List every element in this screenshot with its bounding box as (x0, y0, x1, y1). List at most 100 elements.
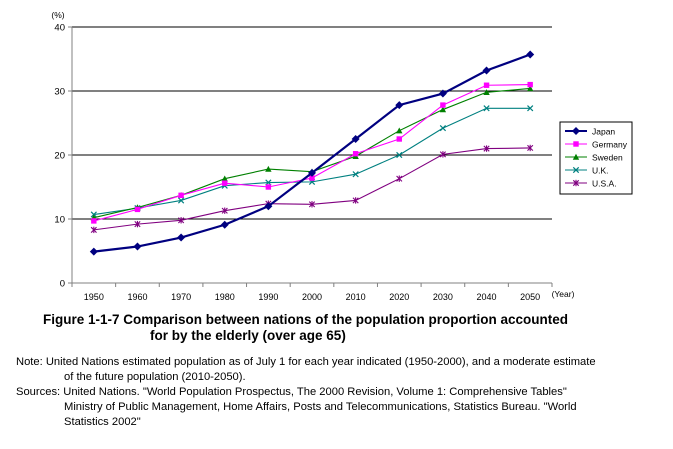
y-tick-label-20: 20 (54, 151, 65, 162)
point-u-k-1950-b (90, 211, 97, 218)
point-sweden-1990 (265, 165, 272, 172)
point-japan-2010 (351, 135, 360, 143)
point-sweden-2040 (483, 89, 490, 95)
series-line-germany (93, 84, 531, 222)
point-germany-1970 (178, 192, 184, 199)
sources-line-1: Sources: United Nations. "World Populati… (16, 386, 567, 398)
point-u-s-a-2040 (483, 145, 490, 152)
series-japan (89, 50, 535, 256)
point-japan-2040 (482, 66, 491, 75)
y-tick-label-40: 40 (54, 23, 65, 34)
legend-label-u-s-a: U.S.A. (592, 179, 617, 189)
point-japan-1980 (220, 220, 229, 229)
legend-marker-japan (572, 127, 580, 135)
legend-marker-u-k (572, 166, 580, 174)
note-line-1: Note: United Nations estimated populatio… (16, 356, 596, 368)
series-group (89, 50, 535, 256)
legend-marker-sweden (572, 153, 580, 160)
legend: Japan Germany Sweden U.K. U.S.A. (559, 121, 633, 195)
y-tick-label-10: 10 (54, 215, 65, 226)
point-u-k-2040-b (483, 105, 490, 112)
point-germany-1990 (265, 184, 272, 190)
x-tick-label-2020: 2020 (389, 292, 409, 302)
legend-marker-u-k-b (572, 166, 580, 174)
point-u-s-a-2030 (439, 151, 446, 158)
point-germany-2050 (527, 81, 533, 88)
point-germany-2020 (396, 136, 402, 142)
point-sweden-2020 (396, 127, 403, 134)
point-u-k-2020 (396, 151, 403, 159)
point-u-k-2040 (483, 105, 490, 112)
legend-marker-germany (573, 141, 579, 147)
point-u-s-a-2010 (352, 197, 359, 204)
point-germany-1980 (222, 180, 228, 186)
point-u-k-1970 (177, 197, 185, 204)
point-sweden-1980 (221, 175, 228, 182)
point-u-s-a-2000 (308, 201, 316, 208)
sources-line-2: Ministry of Public Management, Home Affa… (64, 401, 577, 413)
point-germany-2010 (352, 151, 359, 157)
x-tick-label-1970: 1970 (171, 292, 191, 302)
point-u-k-2020-b (396, 151, 403, 159)
legend-label-sweden: Sweden (592, 153, 623, 163)
x-tick-label-2010: 2010 (346, 292, 366, 302)
series-line-sweden (93, 87, 531, 219)
point-japan-2020 (395, 101, 404, 110)
sources-line-3: Statistics 2002" (64, 416, 141, 428)
point-japan-1990 (264, 202, 273, 211)
y-axis-unit: (%) (51, 10, 64, 20)
point-u-k-2050 (527, 105, 534, 112)
point-u-k-2030-b (439, 124, 447, 132)
x-axis-unit: (Year) (552, 289, 575, 299)
caption-line-2: for by the elderly (over age 65) (150, 328, 346, 343)
point-japan-2030 (438, 89, 447, 98)
x-tick-label-1990: 1990 (258, 292, 278, 302)
legend-marker-u-s-a (572, 179, 580, 187)
point-japan-2000 (308, 168, 316, 177)
legend-label-u-k: U.K. (592, 166, 609, 176)
caption-line-1: Figure 1-1-7 Comparison between nations … (43, 312, 569, 327)
note-line-2: of the future population (2010-2050). (64, 371, 246, 383)
x-tick-label-2040: 2040 (477, 292, 497, 302)
point-u-k-2010 (352, 171, 359, 178)
x-tick-label-1950: 1950 (84, 292, 104, 302)
series-germany (91, 81, 533, 224)
point-germany-2000 (309, 175, 315, 181)
point-u-s-a-1950 (90, 226, 97, 234)
series-u-s-a (90, 144, 534, 234)
x-tick-label-2030: 2030 (433, 292, 453, 302)
y-tick-label-0: 0 (60, 279, 65, 290)
point-japan-1970 (177, 233, 186, 242)
point-germany-2040 (483, 82, 490, 88)
x-tick-label-1980: 1980 (215, 292, 235, 302)
y-tick-label-30: 30 (54, 87, 65, 98)
series-u-k (90, 105, 534, 218)
point-sweden-2030 (439, 106, 447, 113)
point-japan-1950 (89, 247, 98, 256)
point-u-s-a-1960 (134, 220, 141, 228)
point-u-s-a-1970 (178, 217, 185, 224)
series-line-u-s-a (93, 147, 531, 231)
x-tick-label-1960: 1960 (127, 292, 147, 302)
point-u-s-a-2020 (396, 175, 403, 182)
legend-label-japan: Japan (592, 127, 615, 137)
x-tick-label-2050: 2050 (520, 292, 540, 302)
point-u-k-2010-b (352, 171, 359, 178)
gridlines (72, 26, 552, 220)
point-germany-1960 (134, 206, 141, 213)
x-tick-label-2000: 2000 (302, 292, 322, 302)
legend-label-germany: Germany (592, 140, 628, 150)
point-sweden-2050 (526, 85, 534, 92)
series-sweden (90, 85, 534, 221)
point-japan-1960 (133, 242, 142, 251)
legend-box (559, 121, 633, 195)
point-germany-1950 (91, 218, 97, 224)
point-u-s-a-1980 (221, 207, 228, 214)
point-u-k-1970-b (177, 197, 185, 204)
point-japan-2050 (526, 50, 535, 59)
point-u-k-2050-b (527, 105, 534, 112)
point-u-k-1950 (90, 211, 97, 218)
figure-caption: Figure 1-1-7 Comparison between nations … (43, 312, 643, 344)
